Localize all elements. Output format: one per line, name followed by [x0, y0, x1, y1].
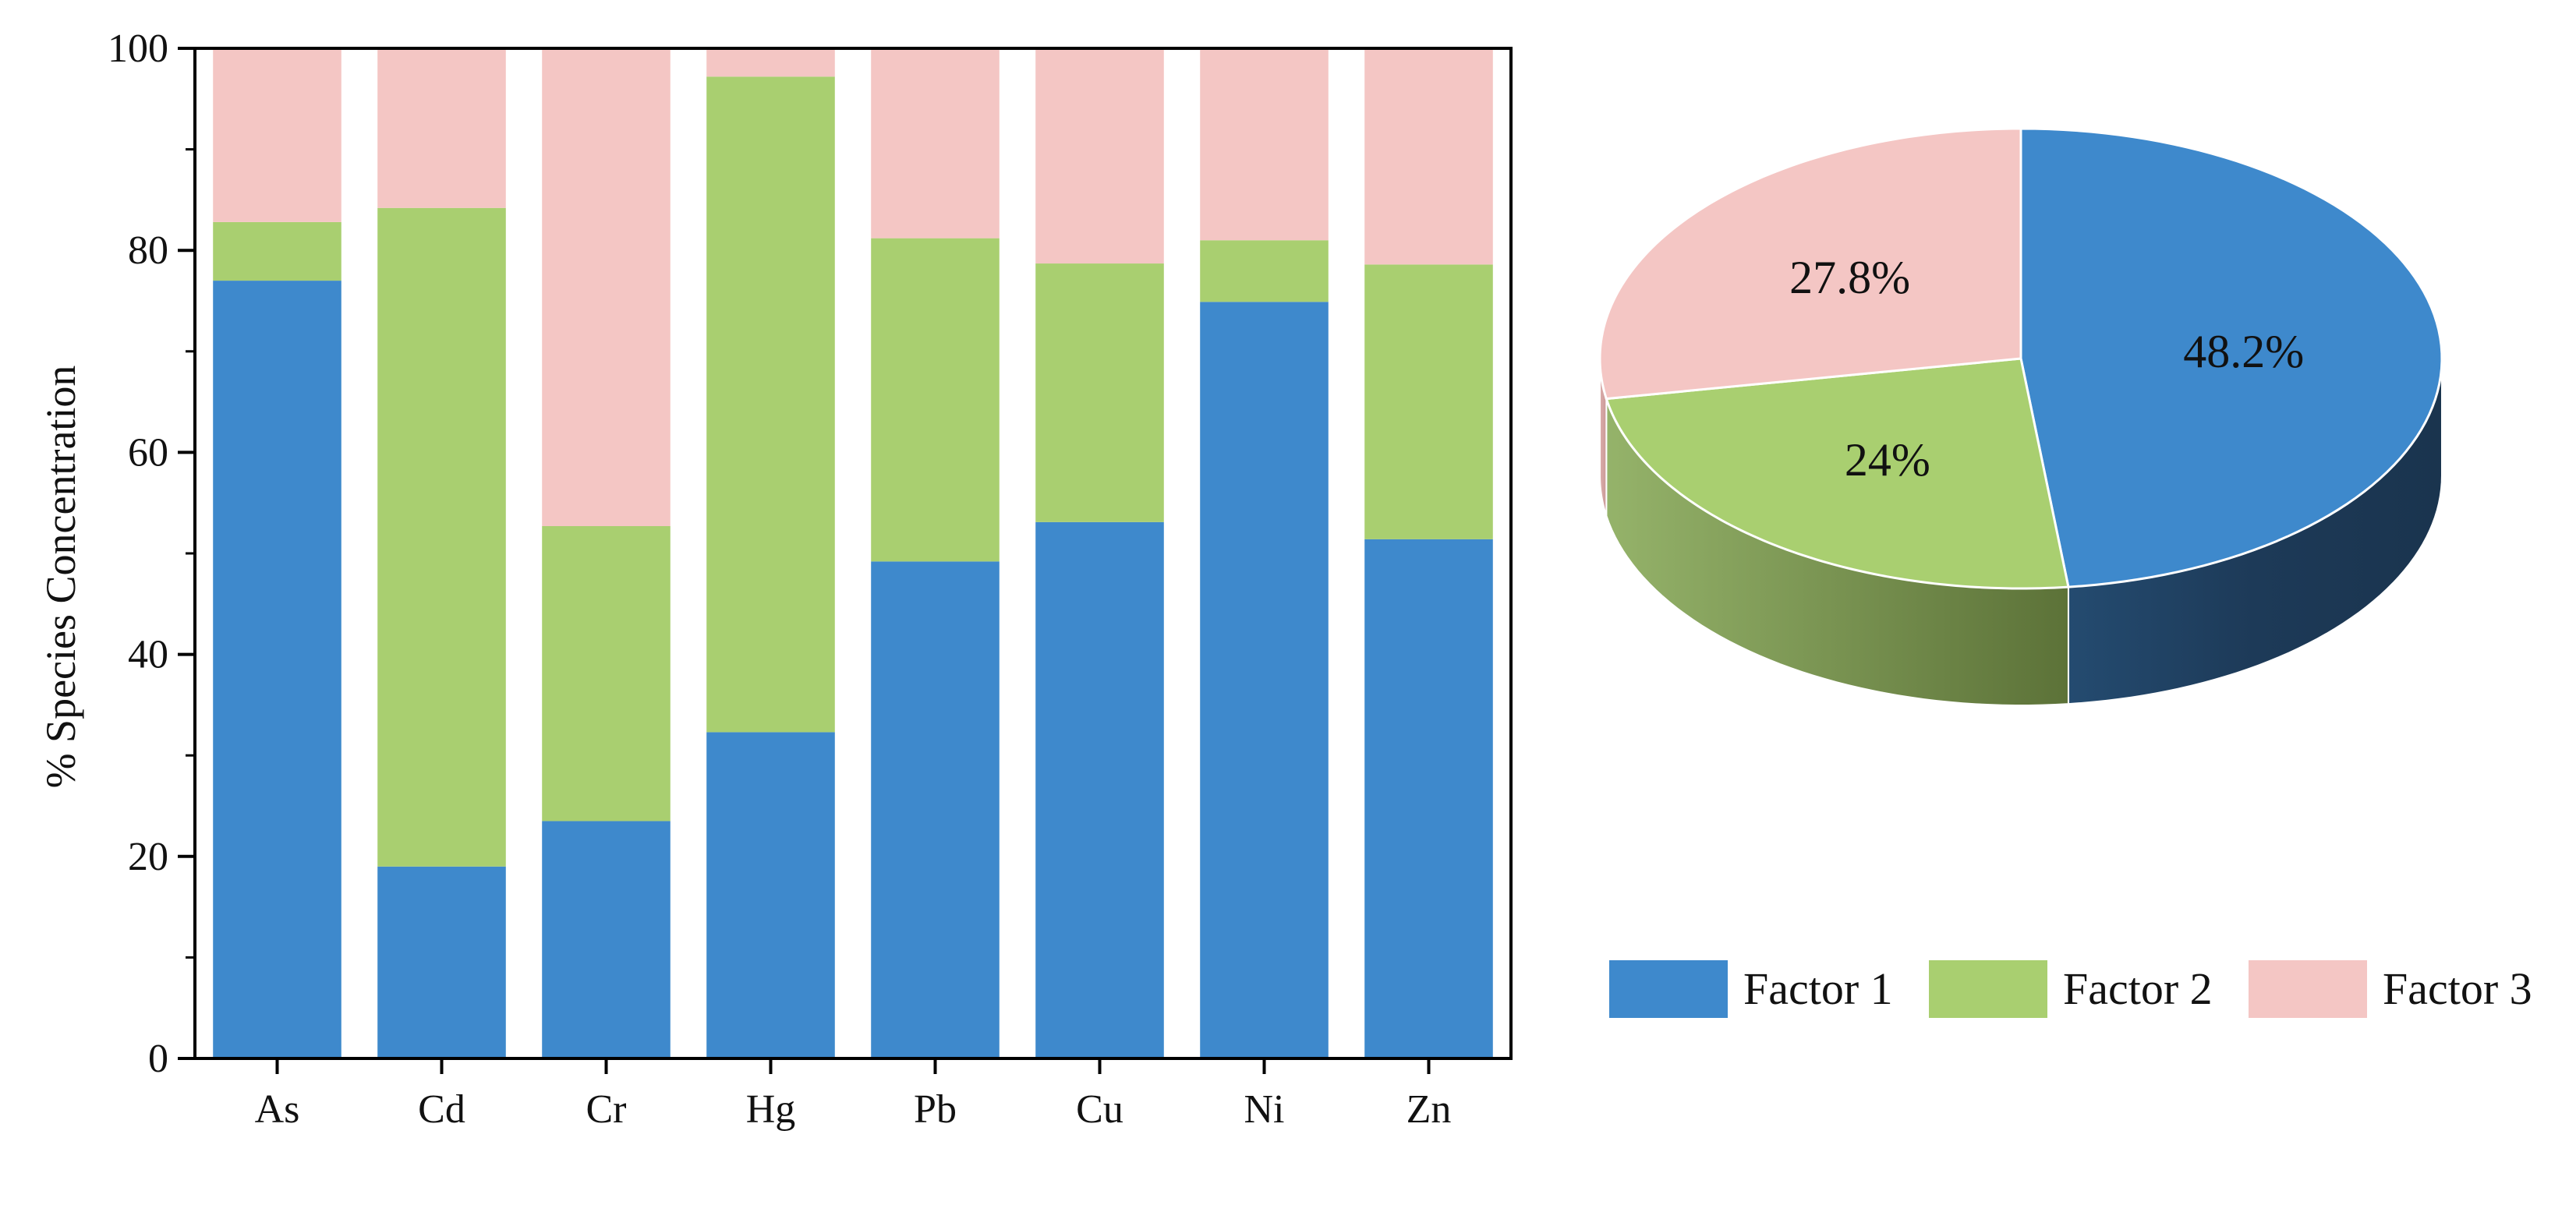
pie-chart-3d: 48.2% 24% 27.8%	[1598, 127, 2443, 706]
x-tick-label-hg: Hg	[746, 1087, 796, 1132]
y-tick-label: 20	[128, 835, 168, 879]
bar-cr-factor-3	[542, 48, 671, 527]
bar-hg-factor-3	[706, 48, 835, 77]
y-axis: 0 20 40 60 80 100	[108, 27, 195, 1081]
bar-as-factor-2	[213, 221, 341, 281]
y-tick-label: 100	[108, 27, 168, 71]
pie-slice-factor-3	[1598, 127, 2022, 401]
bar-as-factor-3	[213, 48, 341, 222]
bar-cu-factor-2	[1035, 263, 1164, 522]
bar-zn-factor-3	[1364, 48, 1493, 265]
x-tick-label-cu: Cu	[1076, 1087, 1123, 1132]
bar-hg-factor-2	[706, 76, 835, 733]
bar-cu-factor-1	[1035, 521, 1164, 1058]
legend-label-factor-1: Factor 1	[1743, 963, 1893, 1014]
pie-slice-factor-1	[2019, 127, 2443, 588]
bar-cr-factor-1	[542, 821, 671, 1058]
y-tick-label: 60	[128, 430, 168, 475]
legend-swatch-factor-1	[1609, 960, 1728, 1018]
bar-zn-factor-2	[1364, 264, 1493, 539]
bar-series-group	[213, 48, 1493, 1059]
legend-swatch-factor-3	[2249, 960, 2367, 1018]
bar-ni-factor-1	[1200, 302, 1329, 1058]
bar-pb-factor-2	[871, 238, 1000, 562]
legend-label-factor-2: Factor 2	[2063, 963, 2213, 1014]
pie-slice-factor-2	[1605, 357, 2070, 590]
pie-label-factor-3: 27.8%	[1789, 252, 1910, 303]
x-tick-label-cr: Cr	[586, 1087, 627, 1132]
x-tick-label-cd: Cd	[418, 1087, 465, 1132]
bar-zn-factor-1	[1364, 539, 1493, 1058]
x-tick-label-pb: Pb	[914, 1087, 957, 1132]
stacked-bar-chart: 0 20 40 60 80 100 As Cd Cr Hg Pb Cu Ni Zn % Species …	[37, 27, 1513, 1132]
bar-cd-factor-2	[377, 207, 506, 867]
x-tick-label-ni: Ni	[1244, 1087, 1285, 1132]
x-tick-label-as: As	[255, 1087, 300, 1132]
y-tick-label: 80	[128, 228, 168, 273]
x-axis: As Cd Cr Hg Pb Cu Ni Zn	[255, 1058, 1452, 1132]
bar-cd-factor-1	[377, 866, 506, 1058]
legend-swatch-factor-2	[1929, 960, 2047, 1018]
y-tick-label: 40	[128, 633, 168, 677]
pie-label-factor-1: 48.2%	[2183, 326, 2304, 377]
bar-pb-factor-3	[871, 48, 1000, 239]
legend-label-factor-3: Factor 3	[2383, 963, 2532, 1014]
y-axis-label: % Species Concentration	[37, 366, 84, 789]
legend: Factor 1 Factor 2 Factor 3	[1609, 960, 2532, 1018]
bar-pb-factor-1	[871, 561, 1000, 1058]
bar-ni-factor-2	[1200, 240, 1329, 302]
x-tick-label-zn: Zn	[1407, 1087, 1452, 1132]
bar-cu-factor-3	[1035, 48, 1164, 264]
bar-cr-factor-2	[542, 526, 671, 822]
y-tick-label: 0	[148, 1037, 168, 1081]
bar-hg-factor-1	[706, 732, 835, 1058]
bar-cd-factor-3	[377, 48, 506, 208]
pie-label-factor-2: 24%	[1845, 434, 1930, 486]
bar-as-factor-1	[213, 281, 341, 1059]
bar-ni-factor-3	[1200, 48, 1329, 241]
